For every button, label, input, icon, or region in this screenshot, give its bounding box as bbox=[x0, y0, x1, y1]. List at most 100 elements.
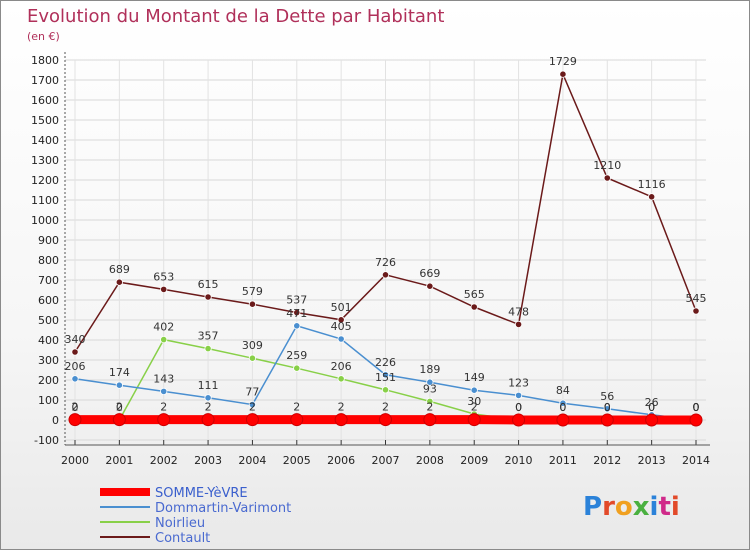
data-label: 2 bbox=[293, 401, 300, 414]
data-point bbox=[160, 285, 168, 293]
legend-label: Contault bbox=[155, 531, 210, 546]
data-point bbox=[426, 282, 434, 290]
data-point bbox=[204, 293, 212, 301]
data-label: 0 bbox=[648, 401, 655, 414]
data-label: 189 bbox=[419, 363, 440, 376]
data-point bbox=[204, 394, 212, 402]
data-label: 340 bbox=[65, 333, 86, 346]
data-label: 309 bbox=[242, 339, 263, 352]
data-label: 77 bbox=[245, 386, 259, 399]
data-point bbox=[337, 335, 345, 343]
data-point bbox=[692, 307, 700, 315]
data-point bbox=[603, 174, 611, 182]
y-tick-label: 700 bbox=[38, 274, 59, 287]
y-tick-label: 1300 bbox=[31, 154, 59, 167]
data-point bbox=[379, 413, 392, 427]
data-label: 402 bbox=[153, 321, 174, 334]
data-label: 405 bbox=[331, 320, 352, 333]
data-label: 2 bbox=[116, 401, 123, 414]
data-point bbox=[689, 413, 703, 427]
data-label: 30 bbox=[467, 395, 481, 408]
data-label: 26 bbox=[645, 396, 659, 409]
data-point bbox=[71, 375, 79, 383]
data-label: 2 bbox=[338, 401, 345, 414]
x-tick-label: 2013 bbox=[638, 454, 666, 467]
data-label: 1210 bbox=[593, 159, 621, 172]
data-label: 0 bbox=[693, 401, 700, 414]
data-label: 726 bbox=[375, 256, 396, 269]
data-label: 2 bbox=[382, 401, 389, 414]
y-tick-label: 0 bbox=[52, 414, 59, 427]
data-point bbox=[600, 413, 614, 427]
data-point bbox=[514, 320, 523, 328]
data-point bbox=[381, 386, 390, 394]
y-tick-label: 600 bbox=[38, 294, 59, 307]
data-label: 2 bbox=[160, 401, 167, 414]
chart-subtitle: (en €) bbox=[27, 30, 60, 43]
data-point bbox=[381, 371, 390, 379]
logo-letter: i bbox=[671, 492, 680, 522]
x-tick-label: 2014 bbox=[682, 454, 710, 467]
data-label: 0 bbox=[693, 401, 700, 414]
x-tick-label: 2002 bbox=[150, 454, 178, 467]
data-point bbox=[559, 399, 567, 407]
data-label: 2 bbox=[426, 401, 433, 414]
logo-letter: x bbox=[633, 492, 650, 522]
data-label: 669 bbox=[419, 267, 440, 280]
data-label: 143 bbox=[153, 372, 174, 385]
logo-letter: P bbox=[583, 492, 602, 522]
y-tick-label: 1400 bbox=[31, 134, 59, 147]
data-label: 149 bbox=[464, 371, 485, 384]
data-label: 615 bbox=[198, 278, 219, 291]
data-label: 0 bbox=[604, 401, 611, 414]
data-label: 653 bbox=[153, 270, 174, 283]
data-point bbox=[381, 271, 390, 279]
data-point bbox=[112, 413, 126, 427]
data-point bbox=[71, 348, 79, 356]
data-point bbox=[68, 413, 82, 427]
y-tick-label: 1700 bbox=[31, 74, 59, 87]
data-label: 84 bbox=[556, 384, 570, 397]
legend-label: SOMME-YèVRE bbox=[155, 486, 248, 501]
y-tick-label: 1800 bbox=[31, 54, 59, 67]
data-label: 93 bbox=[423, 382, 437, 395]
x-tick-label: 2008 bbox=[416, 454, 444, 467]
data-label: 226 bbox=[375, 356, 396, 369]
data-point bbox=[248, 400, 257, 409]
legend-label: Dommartin-Varimont bbox=[155, 501, 291, 516]
logo-letter: t bbox=[658, 492, 670, 522]
data-label: 1116 bbox=[638, 178, 666, 191]
data-point bbox=[293, 308, 301, 317]
logo-letter: r bbox=[602, 492, 615, 522]
logo-text: Proxiti bbox=[583, 492, 680, 522]
data-point bbox=[467, 413, 481, 427]
data-point bbox=[157, 413, 171, 427]
data-label: 545 bbox=[686, 292, 707, 305]
x-tick-label: 2012 bbox=[593, 454, 621, 467]
data-point bbox=[426, 397, 434, 405]
data-label: 565 bbox=[464, 288, 485, 301]
data-label: 357 bbox=[198, 330, 219, 343]
data-label: 56 bbox=[600, 390, 614, 403]
y-tick-label: 900 bbox=[38, 234, 59, 247]
data-label: 0 bbox=[72, 401, 79, 414]
data-point bbox=[290, 413, 304, 427]
data-point bbox=[645, 413, 659, 427]
grid bbox=[65, 59, 706, 441]
x-tick-label: 2004 bbox=[238, 454, 266, 467]
data-point bbox=[248, 354, 257, 362]
chart-title: Evolution du Montant de la Dette par Hab… bbox=[27, 6, 444, 27]
x-tick-label: 2010 bbox=[505, 454, 533, 467]
y-tick-label: 100 bbox=[38, 394, 59, 407]
data-label: 2 bbox=[249, 401, 256, 414]
data-label: 206 bbox=[65, 360, 86, 373]
logo-letter: i bbox=[650, 492, 659, 522]
data-label: 123 bbox=[508, 376, 529, 389]
data-label: 1729 bbox=[549, 55, 577, 68]
x-tick-label: 2007 bbox=[372, 454, 400, 467]
data-label: 2 bbox=[205, 401, 212, 414]
axes: -100010020030040050060070080090010001100… bbox=[31, 52, 710, 467]
data-point bbox=[470, 386, 478, 394]
data-point bbox=[201, 413, 215, 427]
